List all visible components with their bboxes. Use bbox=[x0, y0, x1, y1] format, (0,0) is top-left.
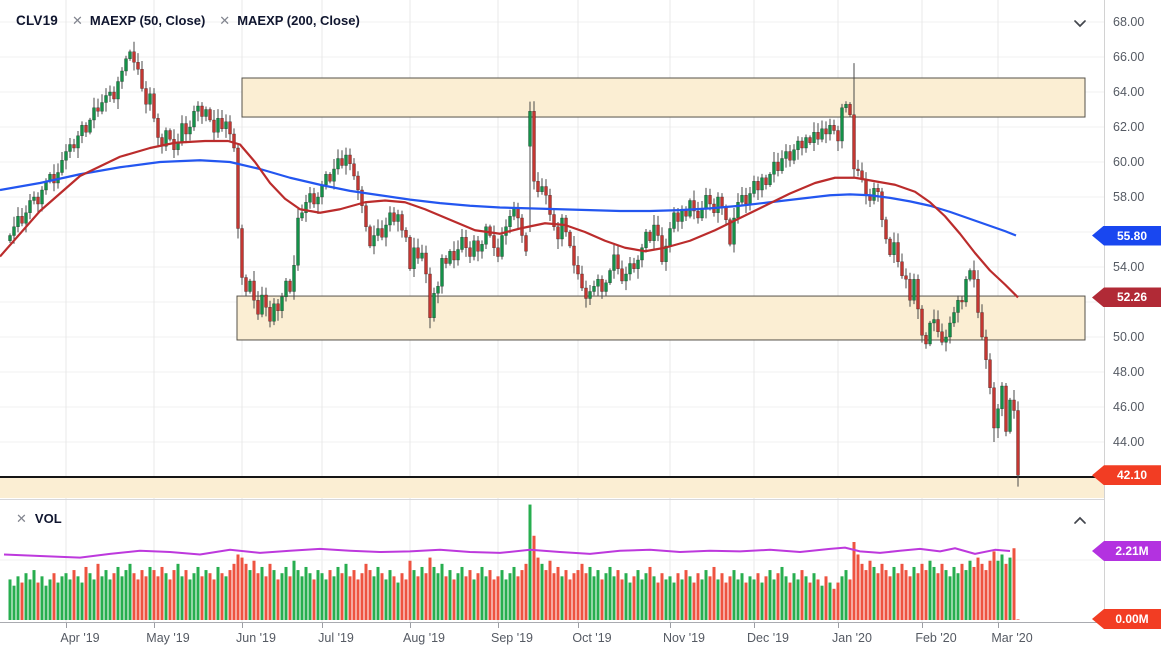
ma200-line[interactable] bbox=[0, 159, 1017, 237]
price-axis-label: 62.00 bbox=[1113, 120, 1145, 134]
time-tick bbox=[498, 623, 499, 628]
time-tick bbox=[838, 623, 839, 628]
price-axis-label: 48.00 bbox=[1113, 365, 1145, 379]
time-axis-label: Jan '20 bbox=[832, 631, 872, 645]
time-axis-label: Nov '19 bbox=[663, 631, 705, 645]
legend: CLV19 ✕ MAEXP (50, Close) ✕ MAEXP (200, … bbox=[16, 13, 360, 28]
price-axis-label: 60.00 bbox=[1113, 155, 1145, 169]
symbol-label: CLV19 bbox=[16, 13, 59, 28]
indicator-ma200: ✕ MAEXP (200, Close) bbox=[219, 13, 360, 28]
last-price-badge: 42.10 bbox=[1092, 465, 1161, 486]
time-axis-label: Feb '20 bbox=[915, 631, 957, 645]
price-axis-label: 58.00 bbox=[1113, 190, 1145, 204]
pane-divider[interactable] bbox=[0, 499, 1161, 500]
time-axis-label: Aug '19 bbox=[402, 631, 446, 645]
time-tick bbox=[754, 623, 755, 628]
indicator-ma50: ✕ MAEXP (50, Close) bbox=[72, 13, 205, 28]
time-axis[interactable]: Apr '19 May '19 Jun '19 Jul '19 Aug '19 Sep '… bbox=[0, 622, 1161, 650]
indicator-ma200-label: MAEXP (200, Close) bbox=[237, 13, 360, 28]
volume-legend: ✕ VOL bbox=[16, 511, 62, 526]
ma200-last-badge: 55.80 bbox=[1092, 225, 1161, 246]
time-axis-label: Sep '19 bbox=[490, 631, 534, 645]
price-axis-label: 50.00 bbox=[1113, 330, 1145, 344]
volume-label: VOL bbox=[34, 511, 62, 526]
time-axis-label: May '19 bbox=[146, 631, 190, 645]
price-axis-label: 64.00 bbox=[1113, 85, 1145, 99]
remove-volume-icon[interactable]: ✕ bbox=[16, 511, 27, 526]
price-gridlines bbox=[0, 0, 1104, 499]
zone-rect bbox=[0, 477, 1104, 498]
remove-ma50-icon[interactable]: ✕ bbox=[72, 13, 83, 28]
time-axis-label: Apr '19 bbox=[60, 631, 100, 645]
volume-bars bbox=[8, 504, 1020, 620]
time-tick bbox=[410, 623, 411, 628]
price-axis[interactable] bbox=[1104, 0, 1161, 622]
chevron-down-icon[interactable] bbox=[1073, 19, 1087, 28]
price-axis-label: 44.00 bbox=[1113, 435, 1145, 449]
remove-ma200-icon[interactable]: ✕ bbox=[219, 13, 231, 28]
volume-ma-badge: 2.21M bbox=[1092, 541, 1161, 562]
time-axis-label: Dec '19 bbox=[747, 631, 789, 645]
time-tick bbox=[154, 623, 155, 628]
time-tick bbox=[66, 623, 67, 628]
price-axis-label: 68.00 bbox=[1113, 15, 1145, 29]
time-tick bbox=[922, 623, 923, 628]
price-axis-label: 66.00 bbox=[1113, 50, 1145, 64]
time-axis-label: Mar '20 bbox=[991, 631, 1033, 645]
chevron-up-icon[interactable] bbox=[1073, 516, 1087, 525]
price-axis-label: 46.00 bbox=[1113, 400, 1145, 414]
indicator-ma50-label: MAEXP (50, Close) bbox=[89, 13, 206, 28]
volume-pane-canvas[interactable] bbox=[0, 500, 1104, 622]
time-tick bbox=[322, 623, 323, 628]
time-axis-label: Jul '19 bbox=[318, 631, 354, 645]
candlesticks bbox=[8, 41, 1020, 487]
volume-last-badge: 0.00M bbox=[1092, 609, 1161, 629]
ma50-last-badge: 52.26 bbox=[1092, 287, 1161, 308]
price-axis-label: 54.00 bbox=[1113, 260, 1145, 274]
time-tick bbox=[670, 623, 671, 628]
volume-ma-line[interactable] bbox=[3, 546, 1011, 559]
price-pane-canvas[interactable] bbox=[0, 0, 1104, 499]
time-tick bbox=[242, 623, 243, 628]
time-tick bbox=[998, 623, 999, 628]
time-axis-label: Oct '19 bbox=[572, 631, 612, 645]
time-tick bbox=[578, 623, 579, 628]
time-axis-label: Jun '19 bbox=[236, 631, 276, 645]
zone-rect bbox=[241, 77, 1086, 118]
ma50-line[interactable] bbox=[0, 139, 1019, 299]
